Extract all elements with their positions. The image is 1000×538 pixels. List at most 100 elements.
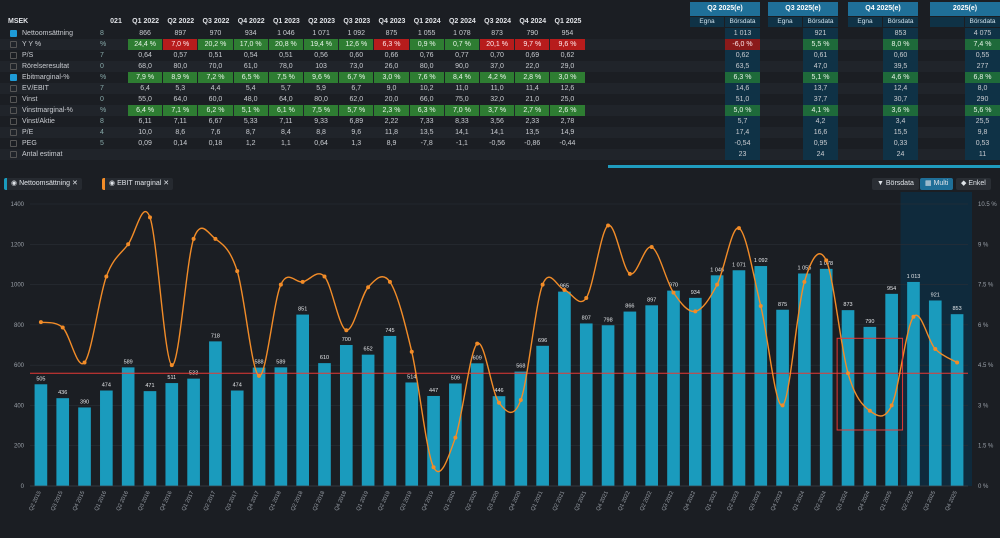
estimate-cell[interactable]: 277 (965, 61, 1000, 72)
row-checkbox[interactable] (10, 96, 17, 103)
estimate-cell[interactable]: 9,8 (965, 127, 1000, 138)
estimate-cell[interactable]: 0,53 (965, 138, 1000, 149)
chart-icon[interactable]: % (100, 107, 107, 114)
enkel-button[interactable]: ◆ Enkel (956, 178, 991, 190)
chart-icon[interactable]: % (100, 41, 107, 48)
estimate-cell[interactable]: -6,0 % (725, 39, 760, 50)
estimate-cell[interactable]: 23 (725, 149, 760, 160)
estimate-cell[interactable]: 921 (803, 28, 838, 39)
estimate-cell[interactable]: 4,2 (803, 116, 838, 127)
period-header[interactable]: Q1 2025 (554, 18, 582, 25)
estimate-cell[interactable]: 16,6 (803, 127, 838, 138)
estimate-cell[interactable]: 24 (883, 149, 918, 160)
period-header[interactable]: Q1 2023 (272, 18, 300, 25)
estimate-cell[interactable]: 853 (883, 28, 918, 39)
row-checkbox[interactable] (10, 118, 17, 125)
estimate-cell[interactable]: 8,0 (965, 83, 1000, 94)
estimate-cell[interactable]: 4,1 % (803, 105, 838, 116)
eye-icon[interactable]: ◉ (11, 180, 18, 187)
estimate-sub-egna[interactable]: Egna (848, 17, 882, 27)
chart-icon[interactable]: 7 (100, 52, 104, 59)
estimate-cell[interactable]: 0,61 (803, 50, 838, 61)
estimate-sub-egna[interactable]: Egna (768, 17, 802, 27)
row-checkbox[interactable] (10, 30, 17, 37)
estimate-cell[interactable]: 14,6 (725, 83, 760, 94)
chart-icon[interactable]: % (100, 74, 107, 81)
estimate-cell[interactable]: 24 (803, 149, 838, 160)
estimate-cell[interactable]: -0,54 (725, 138, 760, 149)
multi-button[interactable]: ▦ Multi (920, 178, 954, 190)
chart-icon[interactable]: 7 (100, 85, 104, 92)
period-header[interactable]: Q4 2024 (519, 18, 547, 25)
period-header[interactable]: Q4 2022 (237, 18, 265, 25)
estimate-cell[interactable]: 4 075 (965, 28, 1000, 39)
period-header[interactable]: Q3 2022 (202, 18, 230, 25)
row-checkbox[interactable] (10, 140, 17, 147)
chart-icon[interactable]: 8 (100, 118, 104, 125)
close-icon[interactable]: ✕ (72, 180, 78, 187)
row-checkbox[interactable] (10, 107, 17, 114)
estimate-group-header[interactable]: Q2 2025(e) (690, 2, 760, 16)
period-header[interactable]: Q2 2024 (448, 18, 476, 25)
estimate-group-header[interactable]: 2025(e) (930, 2, 1000, 16)
estimate-cell[interactable]: 25,5 (965, 116, 1000, 127)
estimate-group-header[interactable]: Q3 2025(e) (768, 2, 838, 16)
estimate-cell[interactable]: 39,5 (883, 61, 918, 72)
estimate-sub-borsdata[interactable]: Börsdata (725, 17, 760, 27)
chart-icon[interactable]: 0 (100, 63, 104, 70)
estimate-cell[interactable]: 0,62 (725, 50, 760, 61)
chart-icon[interactable]: 5 (100, 140, 104, 147)
estimate-cell[interactable]: 3,6 % (883, 105, 918, 116)
estimate-cell[interactable]: 4,6 % (883, 72, 918, 83)
period-header[interactable]: Q3 2024 (484, 18, 512, 25)
estimate-cell[interactable]: 17,4 (725, 127, 760, 138)
estimate-cell[interactable]: 12,4 (883, 83, 918, 94)
estimate-cell[interactable]: 5,6 % (965, 105, 1000, 116)
estimate-sub-borsdata[interactable]: Börsdata (883, 17, 918, 27)
estimate-cell[interactable]: 37,7 (803, 94, 838, 105)
period-header[interactable]: Q1 2022 (132, 18, 160, 25)
period-header[interactable]: Q2 2022 (167, 18, 195, 25)
estimate-cell[interactable]: 63,5 (725, 61, 760, 72)
chart-icon[interactable]: 8 (100, 30, 104, 37)
period-header[interactable]: Q4 2023 (378, 18, 406, 25)
estimate-cell[interactable]: 3,4 (883, 116, 918, 127)
chart-icon[interactable]: 0 (100, 96, 104, 103)
estimate-cell[interactable]: 5,5 % (803, 39, 838, 50)
row-checkbox[interactable] (10, 41, 17, 48)
estimate-cell[interactable]: 47,0 (803, 61, 838, 72)
estimate-cell[interactable]: 15,5 (883, 127, 918, 138)
estimate-cell[interactable]: 6,8 % (965, 72, 1000, 83)
close-icon[interactable]: ✕ (163, 180, 170, 187)
eye-icon[interactable]: ◉ (109, 180, 116, 187)
estimate-cell[interactable]: 1 013 (725, 28, 760, 39)
estimate-cell[interactable]: 11 (965, 149, 1000, 160)
estimate-cell[interactable]: 7,4 % (965, 39, 1000, 50)
estimate-cell[interactable]: 8,0 % (883, 39, 918, 50)
estimate-sub-borsdata[interactable]: Börsdata (803, 17, 838, 27)
borsdata-filter-button[interactable]: ▼ Börsdata (872, 178, 919, 190)
estimate-cell[interactable]: 5,0 % (725, 105, 760, 116)
legend-ebit-marginal[interactable]: ◉ EBIT marginal ✕ (102, 178, 174, 190)
estimate-sub-egna[interactable]: Egna (690, 17, 724, 27)
row-checkbox[interactable] (10, 63, 17, 70)
estimate-cell[interactable]: 51,0 (725, 94, 760, 105)
row-checkbox[interactable] (10, 52, 17, 59)
period-header[interactable]: Q2 2023 (308, 18, 336, 25)
estimate-cell[interactable]: 6,3 % (725, 72, 760, 83)
estimate-group-header[interactable]: Q4 2025(e) (848, 2, 918, 16)
estimate-cell[interactable]: 0,60 (883, 50, 918, 61)
estimate-sub-borsdata[interactable]: Börsdata (965, 17, 1000, 27)
period-header[interactable]: Q1 2024 (413, 18, 441, 25)
estimate-sub-egna[interactable] (930, 17, 964, 27)
estimate-cell[interactable]: 30,7 (883, 94, 918, 105)
row-checkbox[interactable] (10, 151, 17, 158)
estimate-cell[interactable]: 0,33 (883, 138, 918, 149)
estimate-cell[interactable]: 0,95 (803, 138, 838, 149)
estimate-cell[interactable]: 13,7 (803, 83, 838, 94)
estimate-cell[interactable]: 5,7 (725, 116, 760, 127)
row-checkbox[interactable] (10, 74, 17, 81)
row-checkbox[interactable] (10, 129, 17, 136)
legend-nettoomsattning[interactable]: ◉ Nettoomsättning ✕ (4, 178, 82, 190)
estimate-cell[interactable]: 0,55 (965, 50, 1000, 61)
